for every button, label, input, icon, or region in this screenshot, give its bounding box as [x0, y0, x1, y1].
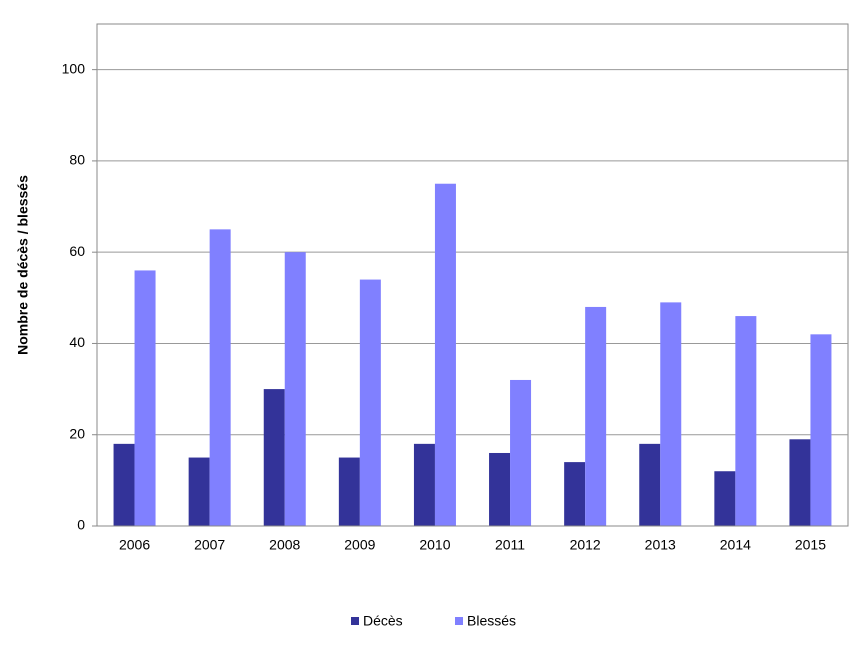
bar: [585, 306, 607, 526]
legend-swatch: [351, 617, 359, 625]
x-tick-label: 2011: [495, 537, 525, 553]
bar: [434, 183, 456, 526]
bar: [359, 279, 381, 526]
bar: [735, 316, 757, 526]
bar: [338, 457, 360, 526]
bar: [209, 229, 231, 526]
bar: [564, 462, 586, 526]
bar: [489, 452, 511, 526]
x-tick-label: 2009: [344, 537, 375, 553]
legend-label: Décès: [363, 613, 403, 629]
legend-label: Blessés: [467, 613, 516, 629]
bar: [113, 443, 135, 526]
x-tick-label: 2014: [720, 537, 751, 553]
y-tick-label: 40: [69, 334, 85, 350]
bar: [789, 439, 811, 526]
x-tick-label: 2012: [570, 537, 601, 553]
legend-swatch: [455, 617, 463, 625]
bar: [810, 334, 832, 526]
y-tick-label: 0: [77, 517, 85, 533]
x-tick-label: 2013: [645, 537, 676, 553]
bar: [510, 379, 532, 526]
x-tick-label: 2015: [795, 537, 826, 553]
x-tick-label: 2008: [269, 537, 300, 553]
y-tick-label: 100: [62, 60, 86, 76]
x-tick-label: 2010: [419, 537, 450, 553]
bar: [263, 389, 285, 526]
y-tick-label: 20: [69, 425, 85, 441]
bar: [639, 443, 661, 526]
bar: [284, 252, 306, 526]
y-tick-label: 60: [69, 243, 85, 259]
x-tick-label: 2007: [194, 537, 225, 553]
bar: [413, 443, 435, 526]
x-tick-label: 2006: [119, 537, 150, 553]
bar: [134, 270, 156, 526]
y-tick-label: 80: [69, 152, 85, 168]
y-axis-label: Nombre de décès / blessés: [15, 175, 31, 355]
bar: [188, 457, 210, 526]
bar: [660, 302, 682, 526]
bar: [714, 471, 736, 526]
